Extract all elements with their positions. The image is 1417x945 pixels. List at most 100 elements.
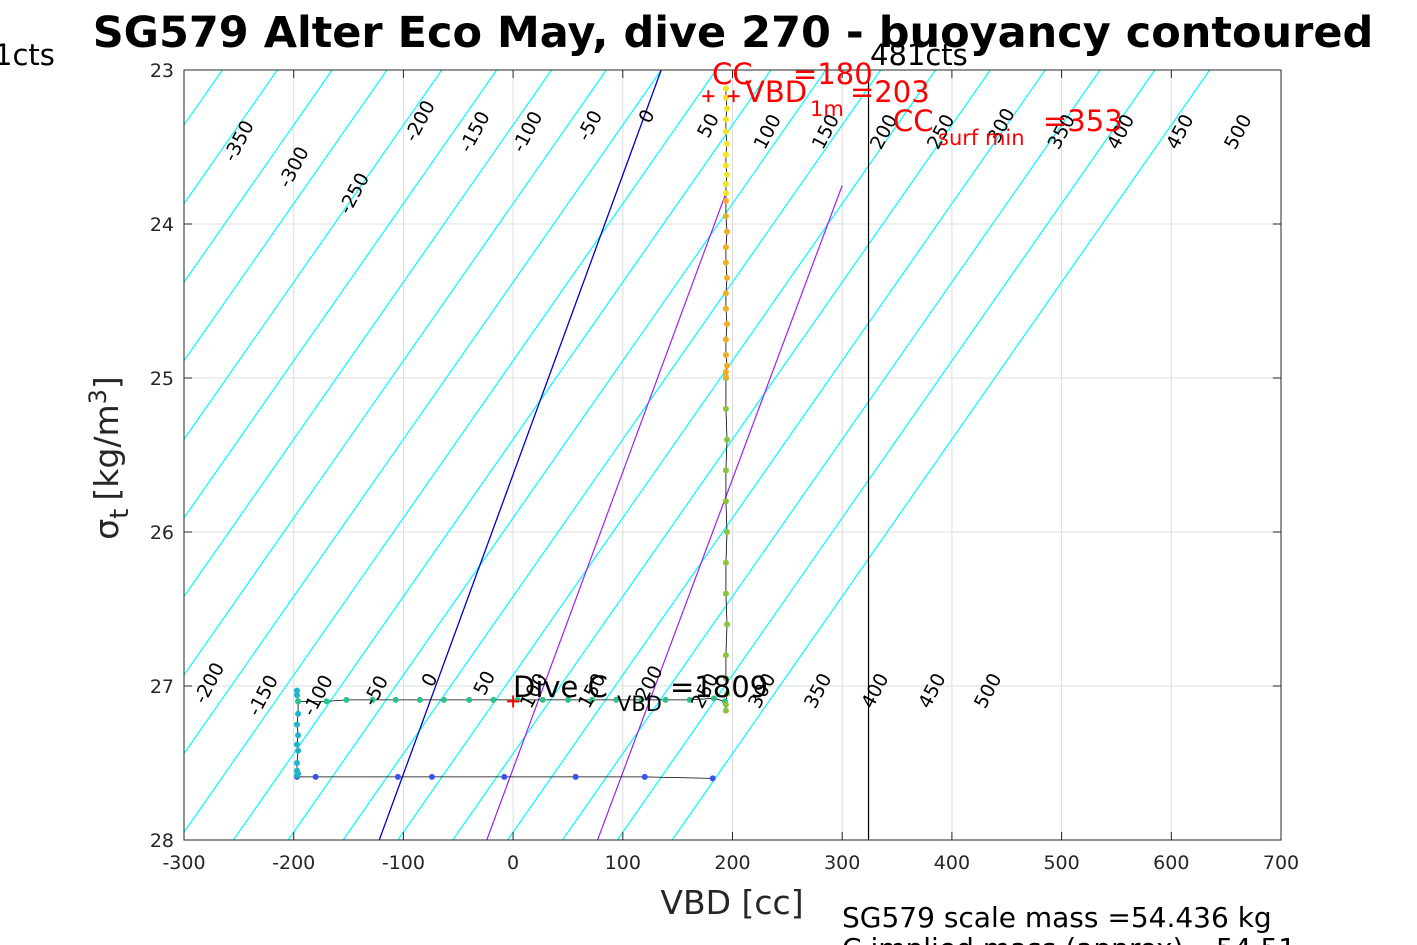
data-point	[724, 690, 731, 697]
data-point	[724, 321, 731, 328]
data-point	[722, 467, 729, 474]
data-point	[722, 590, 729, 597]
x-tick-label: 0	[507, 852, 519, 874]
data-point	[722, 336, 729, 343]
data-point	[293, 687, 300, 694]
purple-reference-line-1	[597, 185, 843, 840]
data-point	[722, 180, 729, 187]
x-tick-label: -300	[162, 852, 205, 874]
y-axis-label-units-sup: 3	[84, 389, 112, 404]
data-point	[722, 190, 729, 197]
x-axis-label: VBD [cc]	[660, 883, 803, 922]
data-point	[722, 94, 729, 101]
cc-surf-sub: surf min	[938, 126, 1025, 150]
contour-line	[397, 70, 936, 840]
data-point	[724, 362, 731, 369]
x-tick-label: -200	[272, 852, 315, 874]
x-tick-label: -100	[382, 852, 425, 874]
data-point	[724, 228, 731, 235]
data-point	[722, 701, 729, 708]
cc-surf-value: =353	[1043, 104, 1123, 138]
data-point	[564, 696, 571, 703]
data-point	[312, 773, 319, 780]
data-point	[724, 105, 731, 112]
data-point	[722, 368, 729, 375]
contour-line	[287, 70, 827, 840]
cc-surf-label: CC	[893, 104, 934, 138]
data-point	[613, 696, 620, 703]
x-axis-ticks: -300 -200 -100 0 100 200 300 400 500 600 700	[162, 70, 1299, 874]
dive-c-label: Dive C	[513, 670, 608, 704]
data-point	[722, 197, 729, 204]
contour-line	[232, 70, 772, 840]
contour-line	[184, 70, 443, 441]
data-point	[501, 773, 508, 780]
data-point	[293, 760, 300, 766]
data-point	[722, 373, 729, 380]
contour-line	[671, 70, 1211, 840]
data-point	[641, 773, 648, 780]
data-point	[293, 772, 300, 779]
data-point	[589, 696, 596, 703]
data-point	[293, 721, 300, 728]
data-point	[440, 696, 447, 703]
contour-line	[561, 70, 1101, 840]
data-point	[416, 696, 423, 703]
left-cts-label: 1cts	[0, 38, 55, 72]
data-point	[722, 128, 729, 135]
data-point	[394, 773, 401, 780]
y-tick-label: 28	[150, 830, 174, 852]
data-point	[709, 775, 716, 782]
buoyancy-contours	[184, 70, 1211, 840]
data-point	[722, 559, 729, 566]
contour-line	[184, 70, 333, 284]
data-point	[295, 710, 302, 717]
data-point	[722, 259, 729, 266]
x-tick-label: 500	[1043, 852, 1079, 874]
data-point	[724, 171, 731, 178]
data-point	[724, 529, 731, 535]
contour-line	[184, 70, 552, 598]
data-point	[722, 675, 729, 682]
svg-text:σt[kg/m3]: σt [kg/m3]	[84, 376, 135, 539]
red-markers	[507, 90, 740, 708]
cc-label: CC	[712, 57, 753, 91]
y-tick-label: 26	[150, 522, 174, 544]
contour-line	[184, 70, 717, 834]
data-point	[572, 773, 579, 780]
implied-mass-text: C implied mass (approx) =54.51	[842, 932, 1296, 945]
data-point	[638, 696, 645, 703]
data-point	[722, 213, 729, 220]
data-point	[710, 695, 717, 702]
right-cts-label: 481cts	[870, 38, 968, 72]
data-point	[722, 498, 729, 505]
data-point	[295, 747, 302, 754]
data-point	[369, 696, 376, 703]
y-tick-label: 27	[150, 676, 174, 698]
data-point	[722, 290, 729, 297]
y-tick-label: 25	[150, 368, 174, 390]
y-axis-label: σt [kg/m3]	[84, 376, 135, 539]
y-axis-label-units-end: ]	[87, 376, 126, 389]
data-point	[466, 696, 473, 703]
scale-mass-text: SG579 scale mass =54.436 kg	[842, 901, 1272, 934]
contour-line	[507, 70, 1046, 840]
contour-line	[184, 70, 662, 755]
data-point	[724, 140, 731, 147]
dive-c-marker	[507, 695, 520, 708]
contour-line	[184, 70, 388, 362]
cc-surf-min-annotation: CC surf min =353	[893, 104, 1123, 150]
chart-title: SG579 Alter Eco May, dive 270 - buoyancy…	[93, 8, 1374, 58]
data-point	[539, 696, 546, 703]
contour-line	[184, 70, 607, 677]
vbd-1m-annotation: VBD 1m =203	[745, 75, 930, 121]
data-point	[724, 274, 731, 281]
data-point	[722, 652, 729, 659]
y-tick-label: 23	[150, 60, 174, 82]
purple-reference-line-0	[486, 189, 728, 840]
contour-line	[184, 70, 278, 205]
x-tick-label: 600	[1153, 852, 1189, 874]
data-point	[722, 244, 729, 251]
data-point	[722, 85, 729, 92]
